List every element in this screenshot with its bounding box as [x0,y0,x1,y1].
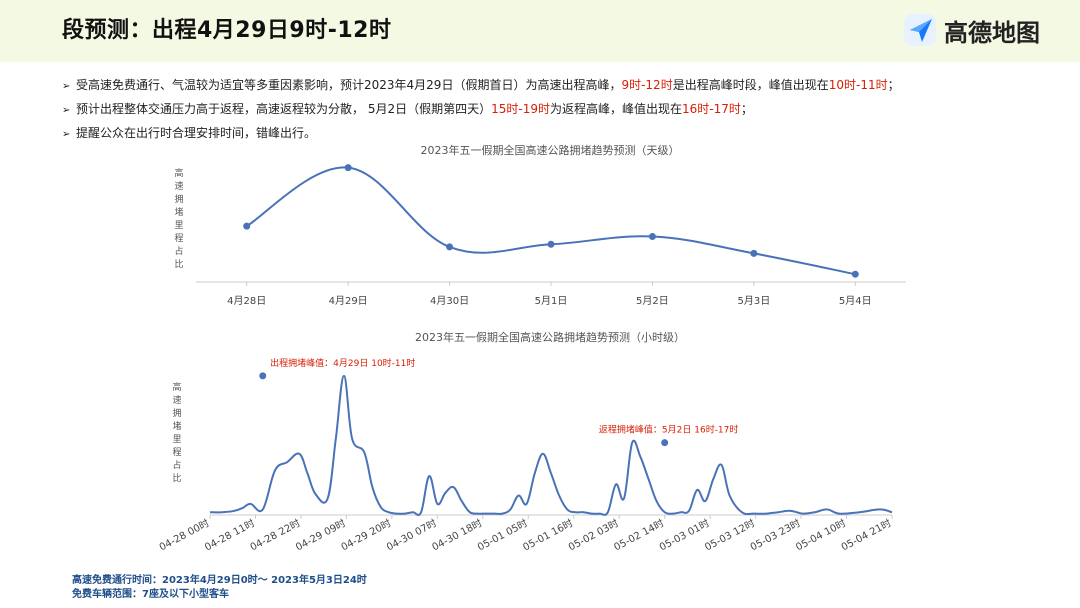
summary-bullets: ➢ 受高速免费通行、气温较为适宜等多重因素影响，预计2023年4月29日（假期首日… [62,74,1062,146]
hour-series-line [209,374,893,517]
bullet-text: 为返程高峰，峰值出现在 [549,102,682,116]
hour-x-tick-label: 04-28 22时 [248,517,302,553]
day-x-tick-label: 5月2日 [636,295,669,307]
summary-bullet: ➢ 受高速免费通行、气温较为适宜等多重因素影响，预计2023年4月29日（假期首日… [62,74,1062,98]
highlight-text: 9时-12时 [621,78,673,92]
hour-x-tick-label: 05-01 16时 [521,517,575,553]
header-banner: 段预测：出程4月29日9时-12时 高德地图 [0,0,1080,62]
day-data-point [750,249,758,257]
day-chart-title: 2023年五一假期全国高速公路拥堵趋势预测（天级） [420,144,680,157]
bullet-marker-icon: ➢ [62,129,71,140]
bullet-text: ； [740,102,753,116]
footer-line-2: 免费车辆范围：7座及以下小型客车 [72,589,229,600]
peak-point [661,439,669,447]
peak-point [259,372,267,380]
amap-logo-icon [904,14,936,46]
hour-x-tick-label: 04-30 18时 [430,517,484,553]
day-data-point [243,222,251,230]
day-x-tick-label: 4月29日 [329,295,368,307]
hour-x-tick-label: 04-30 07时 [385,517,439,553]
hour-x-tick-label: 05-02 03时 [566,517,620,553]
footer-notes: 高速免费通行时间：2023年4月29日0时～ 2023年5月3日24时 免费车辆… [72,574,367,602]
hour-x-tick-label: 04-28 00时 [157,517,211,553]
bullet-text: 受高速免费通行、气温较为适宜等多重因素影响，预计2023年4月29日（假期首日）… [76,78,622,92]
page-title: 段预测：出程4月29日9时-12时 [62,18,392,43]
footer-line-1: 高速免费通行时间：2023年4月29日0时～ 2023年5月3日24时 [72,575,367,586]
hour-x-tick-label: 05-04 21时 [839,517,893,553]
logo-text: 高德地图 [944,18,1040,47]
hour-x-tick-label: 05-03 23时 [748,517,802,553]
hour-x-tick-label: 05-04 10时 [794,517,848,553]
day-data-point [446,243,454,251]
summary-bullet: ➢ 提醒公众在出行时合理安排时间，错峰出行。 [62,122,1062,146]
amap-logo: 高德地图 [902,12,1040,48]
hour-y-axis-label: 高速拥堵里程占比 [172,381,181,484]
hour-x-tick-label: 05-03 01时 [657,517,711,553]
day-series-line [246,166,856,276]
day-x-tick-label: 4月28日 [227,295,266,307]
peak-annotation: 返程拥堵峰值：5月2日 16时-17时 [599,424,738,436]
summary-bullet: ➢ 预计出程整体交通压力高于返程，高速返程较为分散， 5月2日（假期第四天）15时… [62,98,1062,122]
day-data-point [851,270,859,278]
day-x-tick-label: 5月4日 [839,295,872,307]
hour-chart-title: 2023年五一假期全国高速公路拥堵趋势预测（小时级） [415,331,685,344]
day-y-axis-label: 高速拥堵里程占比 [174,167,183,270]
highlight-text: 15时-19时 [491,102,550,116]
day-data-point [344,164,352,172]
day-x-tick-label: 5月1日 [535,295,568,307]
hour-x-tick-label: 05-02 14时 [612,517,666,553]
hour-x-tick-label: 05-03 12时 [703,517,757,553]
bullet-text: 提醒公众在出行时合理安排时间，错峰出行。 [76,126,317,140]
bullet-marker-icon: ➢ [62,105,71,116]
highlight-text: 16时-17时 [681,102,741,116]
highlight-text: 10时-11时 [828,78,888,92]
peak-annotation: 出程拥堵峰值：4月29日 10时-11时 [270,357,415,369]
day-data-point [648,233,656,240]
bullet-text: 是出程高峰时段，峰值出现在 [672,78,829,92]
hour-x-tick-label: 04-29 20时 [339,517,393,553]
hour-x-tick-label: 05-01 05时 [476,517,530,553]
day-data-point [547,240,555,248]
bullet-marker-icon: ➢ [62,81,71,92]
day-x-tick-label: 5月3日 [737,295,770,307]
bullet-text: ； [887,78,900,92]
hour-x-tick-label: 04-29 09时 [294,517,348,553]
hour-x-tick-label: 04-28 11时 [203,517,257,553]
day-x-tick-label: 4月30日 [430,295,469,307]
bullet-text: 预计出程整体交通压力高于返程，高速返程较为分散， 5月2日（假期第四天） [76,102,492,116]
